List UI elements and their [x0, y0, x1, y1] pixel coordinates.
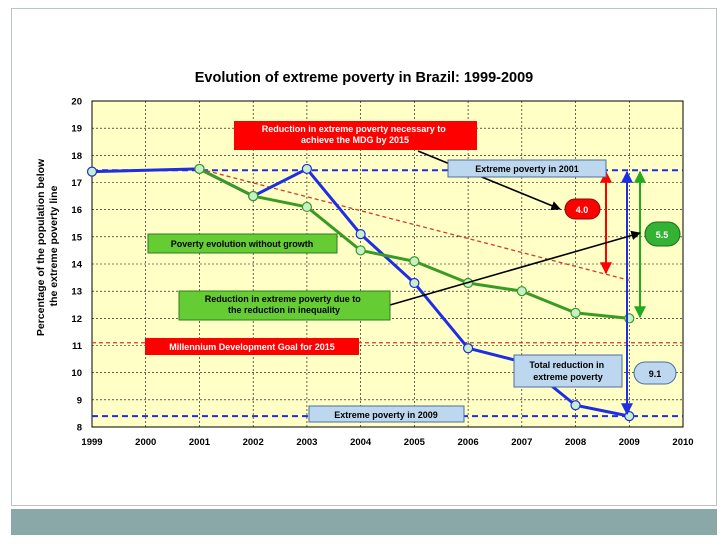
y-tick-label: 10	[71, 368, 82, 379]
svg-text:Poverty evolution without grow: Poverty evolution without growth	[171, 239, 314, 249]
mdg-pointer-arrow	[417, 150, 561, 211]
y-tick-label: 20	[71, 97, 82, 108]
chart-title: Evolution of extreme poverty in Brazil: …	[195, 70, 533, 86]
y-axis-label-line-2: the extreme poverty line	[48, 185, 60, 306]
y-tick-label: 17	[71, 178, 82, 189]
extreme-2009-box: Extreme poverty in 2009	[308, 405, 465, 423]
blue-data-point	[570, 400, 581, 411]
svg-text:9.1: 9.1	[649, 369, 662, 379]
inequality-pointer-arrow	[389, 230, 641, 306]
y-tick-label: 14	[71, 260, 82, 271]
green-data-point	[516, 286, 527, 297]
x-tick-label: 2007	[511, 437, 532, 448]
y-tick-label: 19	[71, 124, 82, 135]
svg-text:Extreme poverty in 2009: Extreme poverty in 2009	[334, 410, 438, 420]
y-tick-label: 9	[77, 395, 82, 406]
blue-data-point	[355, 229, 366, 240]
svg-text:Reduction in extreme poverty: Reduction in extreme poverty necessary t…	[262, 124, 449, 145]
green-data-point	[570, 307, 581, 318]
green-data-point	[194, 163, 205, 175]
y-tick-label: 18	[71, 151, 82, 162]
x-tick-label: 2002	[243, 437, 264, 448]
y-tick-label: 8	[77, 423, 82, 434]
y-tick-label: 15	[71, 232, 82, 243]
x-tick-label: 2006	[458, 437, 479, 448]
x-tick-label: 2003	[296, 437, 317, 448]
x-tick-label: 2005	[404, 437, 426, 448]
x-tick-label: 2000	[135, 437, 156, 448]
y-tick-label: 11	[72, 341, 83, 352]
svg-text:Extreme poverty in 2001: Extreme poverty in 2001	[475, 164, 579, 174]
blue-data-point	[301, 163, 313, 175]
without-growth-box: Poverty evolution without growth	[147, 233, 338, 254]
x-tick-label: 2010	[672, 437, 693, 448]
y-tick-label: 12	[71, 314, 82, 325]
value-55-badge: 5.5	[644, 221, 681, 247]
svg-text:4.0: 4.0	[576, 205, 589, 215]
x-tick-label: 2009	[619, 437, 640, 448]
total-reduction-box: Total reduction in extreme poverty	[513, 354, 623, 388]
x-tick-label: 2008	[565, 437, 586, 448]
green-data-point	[248, 190, 259, 202]
green-data-point	[409, 256, 420, 267]
inequality-box: Reduction in extreme poverty due to the …	[178, 290, 391, 321]
x-tick-label: 1999	[81, 437, 102, 448]
svg-text:Reduction in extreme poverty d: Reduction in extreme poverty due to the …	[205, 294, 364, 315]
blue-data-point	[86, 166, 98, 177]
mdg-goal-box: Millennium Development Goal for 2015	[145, 338, 359, 355]
footer-bar	[11, 509, 717, 535]
y-axis-label-line-1: Percentage of the population below	[35, 158, 47, 336]
svg-text:Millennium Development Goal f: Millennium Development Goal for 2015	[169, 342, 335, 352]
green-data-point	[355, 245, 366, 256]
y-tick-label: 13	[71, 287, 82, 298]
slide-frame	[11, 8, 717, 506]
y-tick-label: 16	[71, 205, 82, 216]
mdg-reduction-box: Reduction in extreme poverty necessary t…	[234, 121, 477, 150]
green-data-point	[301, 201, 313, 213]
svg-text:5.5: 5.5	[656, 230, 669, 240]
blue-data-point	[409, 277, 420, 289]
x-tick-label: 2004	[350, 437, 372, 448]
tick-labels: 1999 2000 2001 2002 2003 2004 2005 2006 2007 2008…	[71, 97, 693, 449]
y-axis-label: Percentage of the population below the e…	[35, 156, 60, 336]
svg-text:Total reduction in ext: Total reduction in extreme poverty	[529, 360, 606, 382]
x-tick-label: 2001	[189, 437, 211, 448]
blue-data-point	[462, 343, 474, 354]
extreme-2001-box: Extreme poverty in 2001	[447, 159, 607, 178]
value-4-badge: 4.0	[564, 198, 601, 220]
value-91-badge: 9.1	[633, 361, 677, 385]
